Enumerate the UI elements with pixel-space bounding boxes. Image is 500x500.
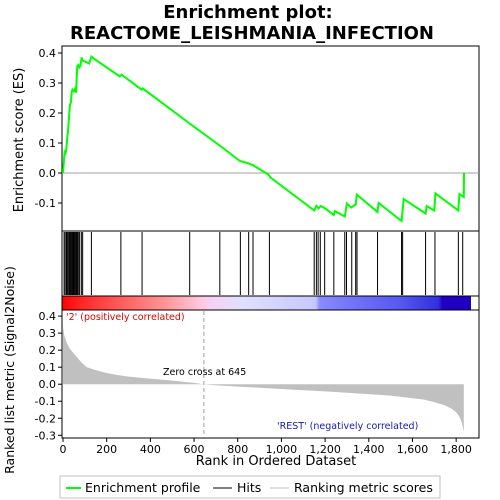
metric-x-axis-label: Rank in Ordered Dataset — [196, 454, 357, 469]
metric-y-tick-label: 0.3 — [39, 327, 57, 340]
metric-x-axis: 0 200 400 600 800 1,000 1,200 1,400 1,600 1,800 — [60, 438, 472, 456]
es-y-tick-label: 0.0 — [39, 167, 57, 180]
rank-color-bar — [62, 296, 471, 310]
metric-x-tick-label: 1,200 — [309, 443, 341, 456]
metric-y-axis-label: Ranked list metric (Signal2Noise) — [2, 266, 17, 474]
metric-x-tick-label: 1,000 — [266, 443, 298, 456]
es-y-tick-label: -0.1 — [35, 197, 56, 210]
es-y-axis: -0.1 0.0 0.1 0.2 0.3 0.4 — [35, 47, 62, 210]
metric-y-tick-label: 0.0 — [39, 378, 57, 391]
metric-x-tick-label: 800 — [227, 443, 248, 456]
positive-correlation-label: '2' (positively correlated) — [66, 312, 185, 323]
zero-cross-label: Zero cross at 645 — [163, 367, 246, 378]
es-y-tick-label: 0.4 — [39, 47, 57, 60]
metric-x-tick-label: 0 — [60, 443, 67, 456]
legend-hits-label: Hits — [237, 480, 261, 495]
metric-x-tick-label: 1,400 — [353, 443, 385, 456]
metric-x-tick-label: 1,600 — [397, 443, 429, 456]
es-y-axis-label: Enrichment score (ES) — [12, 68, 27, 213]
ranking-metric-area — [63, 326, 464, 432]
chart-subtitle: REACTOME_LEISHMANIA_INFECTION — [70, 23, 434, 44]
metric-y-tick-label: -0.2 — [35, 412, 56, 425]
legend-frame — [59, 475, 441, 499]
metric-y-tick-label: 0.1 — [39, 361, 57, 374]
hit-lines — [63, 232, 464, 295]
metric-y-tick-label: 0.4 — [39, 310, 57, 323]
metric-x-tick-label: 1,800 — [440, 443, 472, 456]
enrichment-profile-line — [62, 54, 465, 223]
metric-y-tick-label: -0.1 — [35, 395, 56, 408]
metric-y-tick-label: -0.3 — [35, 429, 56, 442]
es-y-tick-label: 0.3 — [39, 77, 57, 90]
hits-panel — [61, 230, 480, 297]
metric-y-axis: -0.3 -0.2 -0.1 0.0 0.1 0.2 0.3 0.4 — [35, 310, 62, 442]
metric-panel-frame — [61, 309, 480, 439]
negative-correlation-label: 'REST' (negatively correlated) — [277, 421, 418, 432]
metric-x-tick-label: 400 — [140, 443, 161, 456]
metric-x-tick-label: 200 — [96, 443, 117, 456]
es-panel: -0.1 0.0 0.1 0.2 0.3 0.4 Enrichment score (ES… — [12, 45, 480, 232]
hits-panel-frame — [61, 230, 480, 297]
chart-title: Enrichment plot: — [163, 2, 333, 23]
es-panel-frame — [61, 45, 480, 232]
es-y-tick-label: 0.2 — [39, 107, 57, 120]
metric-panel: -0.3 -0.2 -0.1 0.0 0.1 0.2 0.3 0.4 0 200 400 600 80… — [2, 266, 480, 474]
es-y-tick-label: 0.1 — [39, 137, 57, 150]
legend-enrichment-label: Enrichment profile — [85, 480, 201, 495]
legend-metric-label: Ranking metric scores — [294, 480, 433, 495]
legend: Enrichment profile Hits Ranking metric s… — [59, 475, 441, 499]
metric-x-tick-label: 600 — [184, 443, 205, 456]
metric-y-tick-label: 0.2 — [39, 344, 57, 357]
